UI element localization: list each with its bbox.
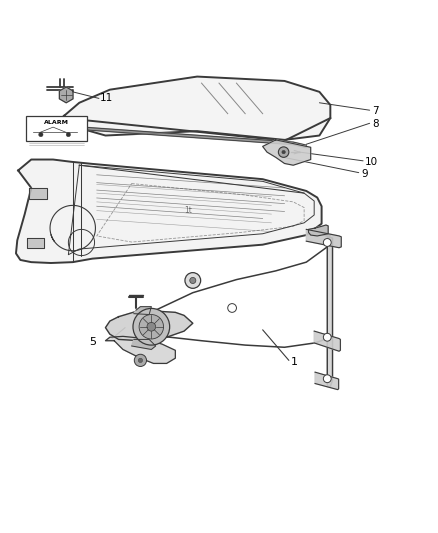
Text: 1t: 1t [184, 206, 192, 215]
Polygon shape [308, 225, 328, 236]
Circle shape [139, 314, 163, 339]
Circle shape [133, 309, 170, 345]
Circle shape [138, 358, 143, 362]
Circle shape [66, 132, 71, 137]
Polygon shape [306, 229, 341, 248]
Text: 5: 5 [89, 337, 96, 346]
Circle shape [282, 150, 286, 154]
Polygon shape [29, 188, 46, 199]
Polygon shape [315, 372, 339, 390]
Circle shape [190, 277, 196, 284]
Polygon shape [134, 306, 151, 314]
Polygon shape [66, 126, 306, 148]
Circle shape [323, 333, 331, 341]
Polygon shape [60, 87, 73, 103]
Circle shape [147, 322, 155, 331]
Polygon shape [27, 238, 44, 248]
Circle shape [323, 375, 331, 383]
Polygon shape [106, 336, 175, 364]
Circle shape [39, 132, 43, 137]
Polygon shape [263, 140, 311, 165]
Text: 9: 9 [361, 169, 367, 179]
Circle shape [323, 239, 331, 246]
FancyBboxPatch shape [26, 116, 87, 141]
Polygon shape [106, 310, 193, 341]
Text: 10: 10 [365, 157, 378, 167]
Polygon shape [132, 340, 155, 350]
Polygon shape [64, 77, 330, 140]
Circle shape [134, 354, 147, 367]
Polygon shape [16, 159, 321, 263]
Polygon shape [314, 331, 340, 351]
Text: 11: 11 [100, 93, 113, 103]
Text: 8: 8 [372, 119, 378, 129]
Text: 1: 1 [291, 357, 298, 367]
Text: ALARM: ALARM [44, 120, 69, 125]
Polygon shape [319, 234, 332, 386]
Circle shape [185, 272, 201, 288]
Circle shape [279, 147, 289, 157]
Text: 7: 7 [372, 106, 378, 116]
Circle shape [228, 304, 237, 312]
